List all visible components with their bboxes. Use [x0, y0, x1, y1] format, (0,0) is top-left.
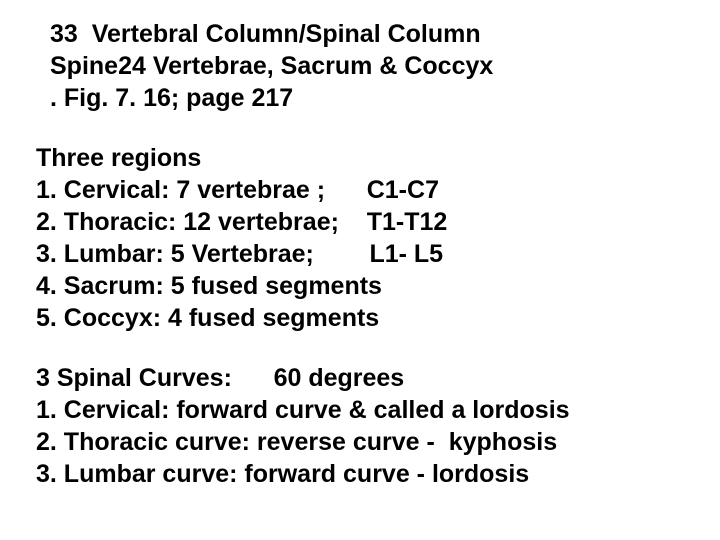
curves-item-3: 3. Lumbar curve: forward curve - lordosi… [36, 458, 684, 490]
title-line-3: . Fig. 7. 16; page 217 [36, 82, 684, 114]
curves-block: 3 Spinal Curves: 60 degrees 1. Cervical:… [36, 362, 684, 490]
regions-item-4: 4. Sacrum: 5 fused segments [36, 270, 684, 302]
regions-item-3: 3. Lumbar: 5 Vertebrae; L1- L5 [36, 238, 684, 270]
regions-item-2: 2. Thoracic: 12 vertebrae; T1-T12 [36, 206, 684, 238]
title-line-1: 33 Vertebral Column/Spinal Column [36, 18, 684, 50]
regions-item-1: 1. Cervical: 7 vertebrae ; C1-C7 [36, 174, 684, 206]
regions-title: Three regions [36, 142, 684, 174]
regions-block: Three regions 1. Cervical: 7 vertebrae ;… [36, 142, 684, 334]
regions-item-5: 5. Coccyx: 4 fused segments [36, 302, 684, 334]
curves-item-2: 2. Thoracic curve: reverse curve - kypho… [36, 426, 684, 458]
slide: 33 Vertebral Column/Spinal Column Spine2… [0, 0, 720, 540]
title-line-2: Spine24 Vertebrae, Sacrum & Coccyx [36, 50, 684, 82]
curves-item-1: 1. Cervical: forward curve & called a lo… [36, 394, 684, 426]
header-block: 33 Vertebral Column/Spinal Column Spine2… [36, 18, 684, 114]
curves-title: 3 Spinal Curves: 60 degrees [36, 362, 684, 394]
